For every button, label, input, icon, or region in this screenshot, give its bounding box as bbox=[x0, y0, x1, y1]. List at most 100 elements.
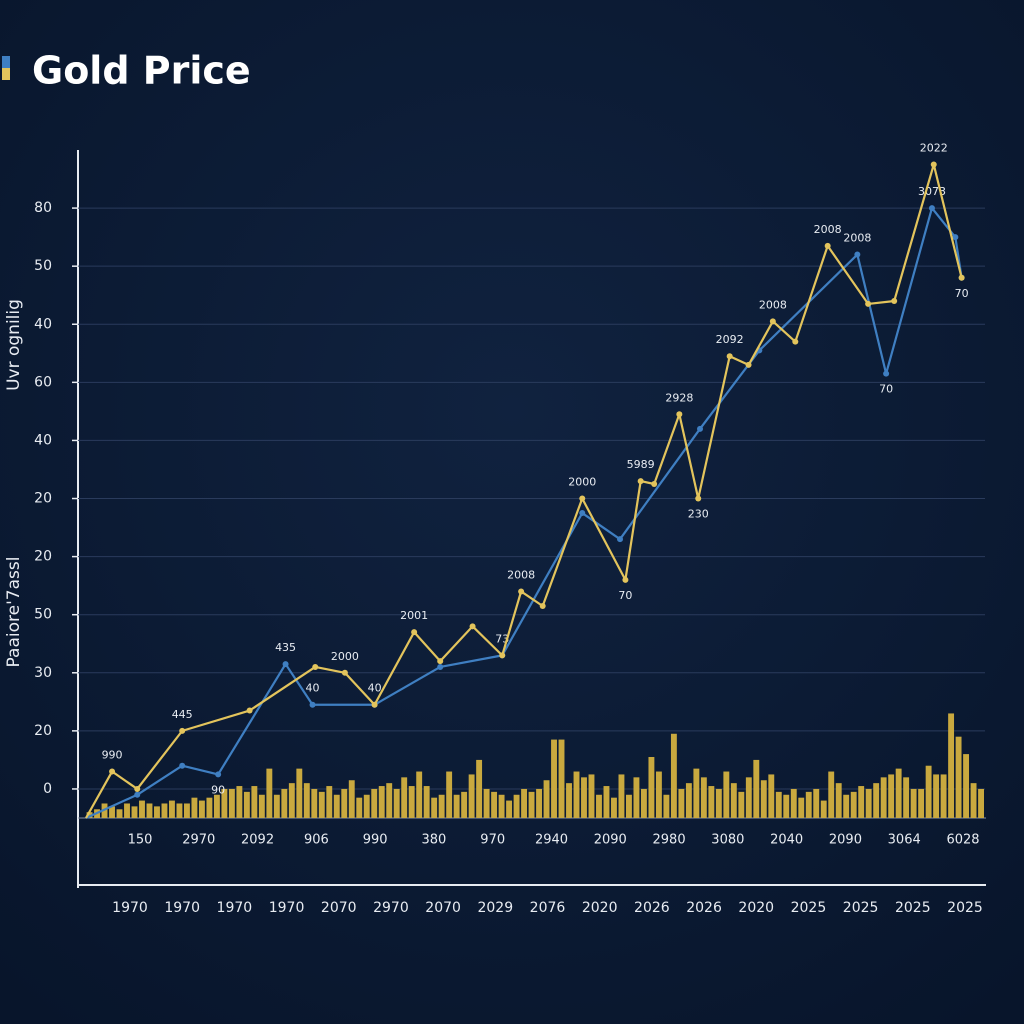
bar bbox=[903, 777, 910, 818]
bar bbox=[483, 788, 490, 818]
x-tick-label: 2020 bbox=[582, 900, 618, 916]
point bbox=[215, 771, 222, 778]
point bbox=[109, 768, 116, 775]
point bbox=[518, 588, 525, 595]
point bbox=[371, 701, 378, 708]
bar bbox=[775, 791, 782, 818]
point bbox=[312, 663, 319, 670]
value-label: 2008 bbox=[507, 568, 535, 581]
bar bbox=[206, 797, 213, 818]
bar bbox=[266, 768, 273, 818]
bar bbox=[978, 788, 984, 818]
bar bbox=[933, 774, 940, 818]
point bbox=[792, 338, 799, 345]
bar bbox=[768, 774, 775, 818]
bar bbox=[326, 786, 333, 818]
bar bbox=[296, 768, 303, 818]
bar bbox=[461, 791, 468, 818]
y-tick-label: 80 bbox=[34, 200, 52, 216]
bar bbox=[401, 777, 408, 818]
x-tick-label: 970 bbox=[480, 833, 505, 848]
value-label: 40 bbox=[368, 682, 382, 695]
bar bbox=[348, 780, 355, 818]
x-tick-label: 2090 bbox=[829, 833, 862, 848]
x-tick-label: 380 bbox=[422, 833, 447, 848]
x-tick-label: 2970 bbox=[373, 900, 409, 916]
bar bbox=[161, 803, 168, 818]
x-tick-label: 3080 bbox=[711, 833, 744, 848]
point bbox=[437, 663, 444, 670]
point bbox=[341, 669, 348, 676]
x-tick-label: 2026 bbox=[686, 900, 722, 916]
bar bbox=[281, 788, 288, 818]
y-tick-label: 20 bbox=[34, 549, 52, 565]
bar bbox=[895, 768, 902, 818]
point bbox=[891, 298, 898, 305]
bar bbox=[491, 791, 498, 818]
title-icon bbox=[2, 68, 10, 80]
bar bbox=[154, 806, 160, 818]
x-tick-label: 2970 bbox=[182, 833, 215, 848]
value-label: 2022 bbox=[920, 142, 948, 155]
value-label: 90 bbox=[211, 783, 225, 796]
bar bbox=[393, 788, 400, 818]
x-tick-label: 150 bbox=[128, 833, 153, 848]
x-tick-label: 2980 bbox=[653, 833, 686, 848]
bar bbox=[176, 803, 183, 818]
point bbox=[697, 425, 704, 432]
bar bbox=[573, 771, 580, 818]
point bbox=[579, 495, 586, 502]
y-tick-label: 60 bbox=[34, 374, 52, 390]
bar bbox=[506, 800, 513, 818]
bar bbox=[925, 765, 932, 818]
y-tick-label: 0 bbox=[43, 781, 52, 797]
bar bbox=[678, 788, 685, 818]
bar bbox=[536, 788, 542, 818]
bar bbox=[198, 800, 205, 818]
point bbox=[134, 791, 141, 798]
x-tick-label: 1970 bbox=[217, 900, 253, 916]
value-label: 2008 bbox=[843, 232, 871, 245]
bar bbox=[790, 788, 797, 818]
point bbox=[411, 629, 418, 636]
x-tick-label: 1970 bbox=[269, 900, 305, 916]
x-tick-label: 1970 bbox=[164, 900, 200, 916]
bar bbox=[423, 786, 430, 818]
bar bbox=[303, 783, 310, 818]
bar bbox=[910, 788, 917, 818]
bar bbox=[655, 771, 662, 818]
x-tick-label: 2025 bbox=[947, 900, 983, 916]
bar bbox=[109, 806, 115, 818]
x-tick-label: 2040 bbox=[770, 833, 803, 848]
bar bbox=[970, 783, 977, 818]
x-tick-label: 2940 bbox=[535, 833, 568, 848]
bar bbox=[243, 791, 250, 818]
bar bbox=[551, 739, 557, 818]
point bbox=[726, 353, 733, 360]
y-tick-label: 50 bbox=[34, 258, 52, 274]
point bbox=[824, 242, 831, 249]
bar bbox=[543, 780, 550, 818]
point bbox=[769, 318, 776, 325]
bar bbox=[798, 797, 805, 818]
bar bbox=[558, 739, 565, 818]
y-tick-label: 20 bbox=[34, 723, 52, 739]
value-label: 2000 bbox=[331, 650, 359, 663]
bar bbox=[431, 797, 438, 818]
value-label: 435 bbox=[275, 641, 296, 654]
x-tick-label: 6028 bbox=[946, 833, 979, 848]
chart-title: Gold Price bbox=[32, 49, 251, 93]
value-label: 2928 bbox=[665, 391, 693, 404]
point bbox=[883, 370, 890, 377]
bar bbox=[356, 797, 363, 818]
bar bbox=[363, 794, 370, 818]
value-label: 40 bbox=[306, 682, 320, 695]
bar bbox=[528, 791, 535, 818]
bar bbox=[708, 786, 715, 818]
bar bbox=[700, 777, 707, 818]
point bbox=[651, 481, 658, 487]
bar bbox=[813, 788, 820, 818]
y-axis-label: Uvr ognilig bbox=[4, 299, 24, 391]
bar bbox=[183, 803, 190, 818]
x-tick-label: 2092 bbox=[241, 833, 274, 848]
